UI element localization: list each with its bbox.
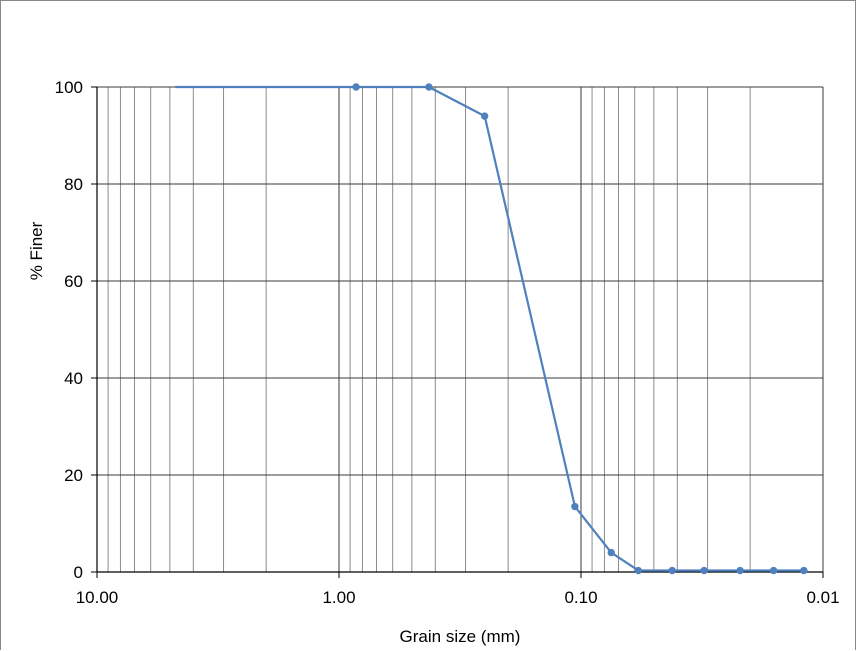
axes: [91, 86, 824, 578]
y-tick-label: 0: [74, 563, 83, 582]
tick-labels: 0 20 40 60 80 100 10.00 1.00 0.10 0.01: [55, 78, 840, 607]
grid: [96, 86, 824, 573]
x-tick-label: 1.00: [322, 588, 355, 607]
x-tick-label: 0.10: [564, 588, 597, 607]
x-axis-title: Grain size (mm): [400, 627, 521, 646]
data-point: [425, 83, 433, 91]
y-tick-label: 40: [64, 369, 83, 388]
data-point: [571, 502, 579, 511]
data-point: [800, 566, 808, 575]
data-point: [352, 83, 360, 91]
y-tick-label: 60: [64, 272, 83, 291]
y-tick-label: 80: [64, 175, 83, 194]
data-point: [700, 566, 708, 575]
data-point: [607, 548, 615, 557]
x-tick-label: 10.00: [76, 588, 119, 607]
data-point: [480, 112, 489, 120]
data-point: [634, 566, 642, 575]
y-tick-label: 100: [55, 78, 83, 97]
data-point: [668, 566, 676, 575]
data-point: [769, 566, 778, 575]
y-axis-title: % Finer: [27, 221, 46, 280]
y-tick-label: 20: [64, 466, 83, 485]
series-line: [175, 85, 804, 572]
x-tick-label: 0.01: [806, 588, 839, 607]
series: [175, 83, 808, 575]
data-point: [736, 566, 744, 575]
